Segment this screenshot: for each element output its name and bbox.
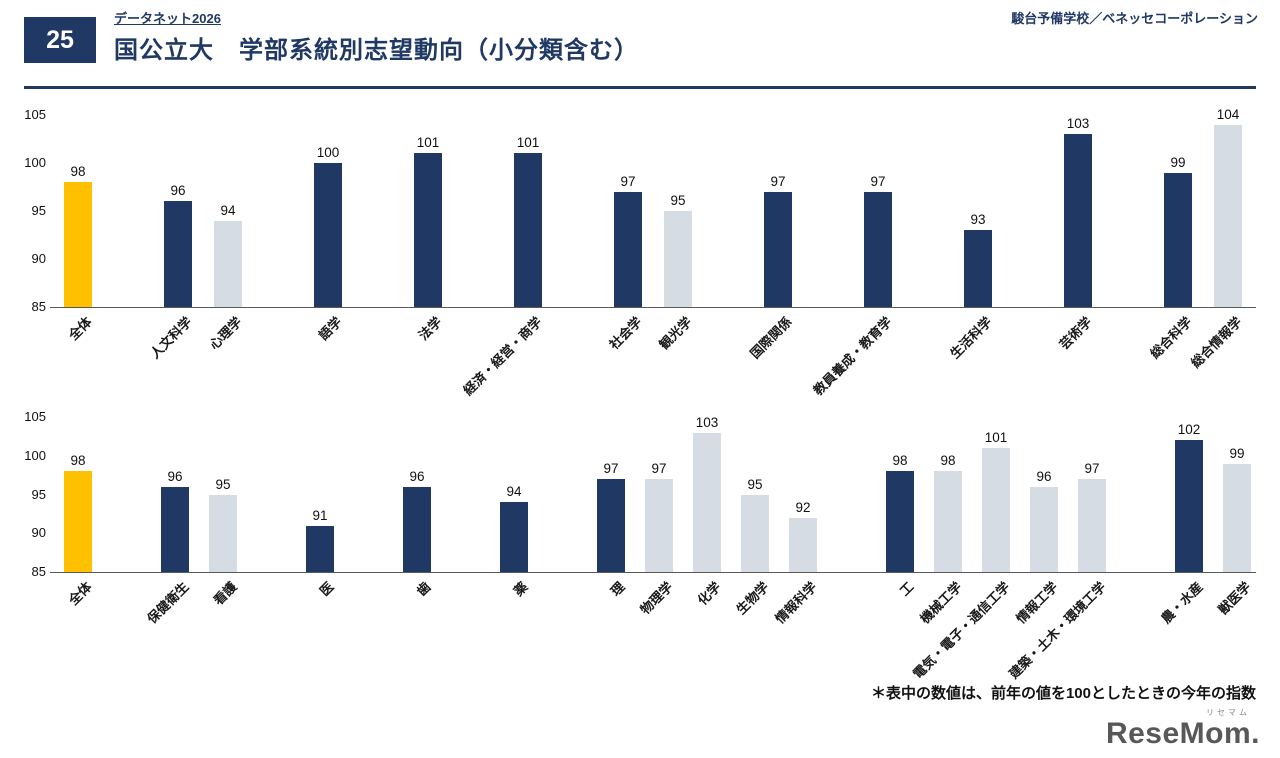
y-tick-label: 105 [24,107,46,122]
y-tick-label: 95 [31,486,46,502]
bar [934,471,962,572]
bar-value-label: 97 [770,173,786,189]
bar-value-label: 97 [870,173,886,189]
bar [741,494,769,572]
page-title: 国公立大 学部系統別志望動向（小分類含む） [114,37,639,64]
bar-value-label: 98 [940,453,956,469]
bar [764,191,792,307]
footnote: ＊表中の数値は、前年の値を100としたときの今年の指数 [870,685,1256,702]
bar-value-label: 97 [1084,461,1100,476]
y-tick-label: 100 [24,155,46,170]
bar-value-label: 96 [170,183,186,199]
bar-value-label: 94 [506,484,522,500]
chart-bottom-sciences: 85 90 95 100 105 98 全体 96 保健衛生 95 看護 91 医 96 歯 94 薬 97 理 97… [0,400,1280,755]
bar-value-label: 97 [651,461,667,476]
bar-value-label: 93 [970,212,986,228]
bar [1223,463,1251,572]
y-tick-label: 90 [31,525,46,541]
bar-value-label: 95 [670,193,686,208]
slide-number-badge: 25 [24,17,96,63]
bar-value-label: 101 [984,430,1008,445]
bar-value-label: 98 [892,453,908,469]
bar-value-label: 100 [316,145,340,160]
bar [1064,134,1092,307]
y-tick-label: 85 [31,299,46,314]
bar [64,471,92,572]
bar-value-label: 102 [1177,422,1201,438]
bar [597,479,625,572]
bar [886,471,914,572]
y-tick-label: 95 [31,203,46,218]
bar-value-label: 103 [1066,116,1090,132]
bar [1214,124,1242,307]
bar [314,163,342,307]
y-tick-label: 100 [24,447,46,463]
bar-value-label: 92 [795,499,811,515]
bar [1078,479,1106,572]
bar-value-label: 101 [416,135,440,151]
bar [500,502,528,572]
bar [964,230,992,307]
bar [214,220,242,307]
bar-value-label: 94 [220,202,236,218]
bar-value-label: 95 [215,476,231,492]
bar-value-label: 91 [312,507,328,523]
bar-value-label: 95 [747,476,763,492]
bar-value-label: 103 [695,414,719,430]
bar [1175,440,1203,572]
bar-category-label: 全体 [65,579,95,609]
bar [789,517,817,572]
source-label: 駿台予備学校／ベネッセコーポレーション [1011,11,1258,26]
x-axis-line [50,307,1256,308]
bar [161,486,189,572]
bar-value-label: 96 [167,468,183,484]
bar [1164,172,1192,307]
y-tick-label: 90 [31,251,46,266]
bar-value-label: 97 [603,461,619,476]
logo-ruby-text: リセマム [1206,708,1250,717]
bar [164,201,192,307]
bar [403,486,431,572]
y-tick-label: 85 [31,564,46,579]
bar [64,182,92,307]
resemom-logo: リセマム ReseMom. [1106,708,1260,750]
brand-label: データネット2026 [114,11,221,26]
bar [645,479,673,572]
bar-value-label: 98 [70,164,86,180]
bar [1030,486,1058,572]
bar-value-label: 101 [516,135,540,151]
bar [693,432,721,572]
bar [209,494,237,572]
bar [614,191,642,307]
bar-value-label: 99 [1229,445,1245,461]
bar-value-label: 96 [1036,468,1052,484]
logo-text: ReseMom. [1105,717,1260,750]
bar-value-label: 96 [409,468,425,484]
bar [306,525,334,572]
bar-value-label: 104 [1216,106,1240,122]
bar-value-label: 97 [620,173,636,189]
chart-top-humanities: 85 90 95 100 105 98 全体 96 人文科学 94 心理学 100 語学 101 法学 101… [0,95,1280,405]
x-axis-line [50,572,1256,573]
bar [664,211,692,307]
bar [864,191,892,307]
bar-value-label: 99 [1170,154,1186,170]
y-tick-label: 105 [24,409,46,424]
bar [982,448,1010,572]
bar [414,153,442,307]
header-divider [24,86,1256,89]
bar-value-label: 98 [70,453,86,469]
bar [514,153,542,307]
